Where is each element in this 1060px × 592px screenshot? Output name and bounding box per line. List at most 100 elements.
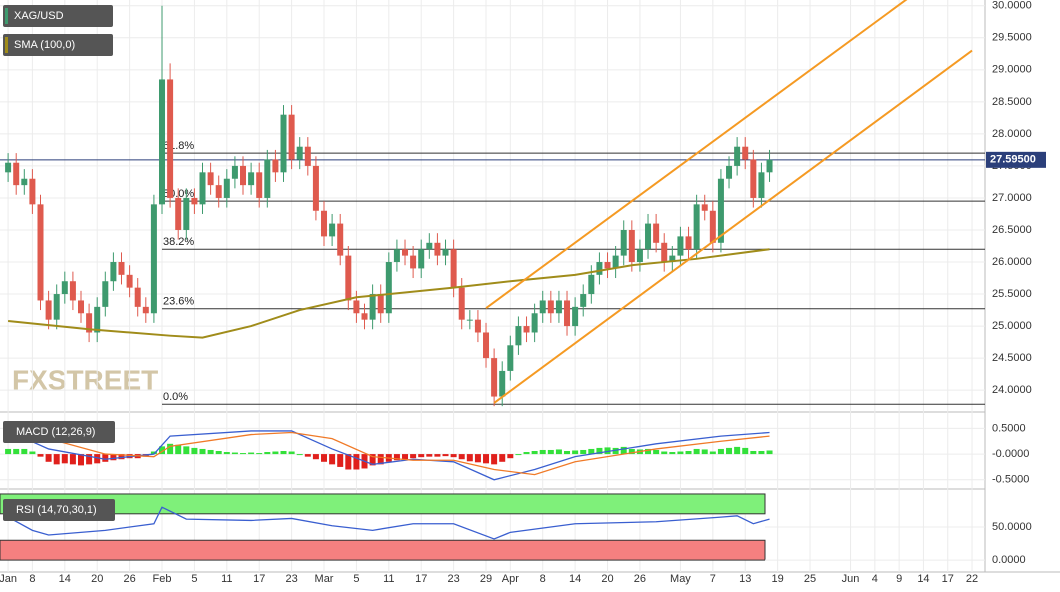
x-tick-label: 13 [739,573,751,585]
candle-body [256,172,263,198]
legend-label: XAG/USD [14,10,64,22]
macd-histogram-bar [369,454,376,466]
candle-body [159,79,166,205]
x-tick-label: 20 [601,573,613,585]
candle-body [677,236,684,256]
macd-histogram-bar [572,450,579,455]
macd-histogram-bar [717,448,724,455]
candle-body [531,313,538,333]
y-tick-label: 24.0000 [992,384,1032,396]
candle-body [296,146,303,160]
x-tick-label: 5 [353,573,359,585]
macd-histogram-bar [547,449,554,455]
candle-body [645,223,652,250]
x-tick-label: 8 [540,573,546,585]
fib-label: 38.2% [163,236,194,248]
macd-histogram-bar [353,454,360,470]
macd-histogram-bar [742,447,749,455]
macd-histogram-bar [207,449,214,455]
candle-body [345,255,352,301]
candle-body [742,146,749,160]
y-tick-label: 28.5000 [992,96,1032,108]
candle-body [636,249,643,263]
macd-histogram-bar [110,454,117,461]
candle-body [231,165,238,179]
macd-histogram-bar [321,454,328,462]
y-tick-label: 27.0000 [992,192,1032,204]
macd-histogram-bar [337,454,344,467]
candle-body [734,146,741,166]
legend-box [3,499,115,521]
legend-label: MACD (12,26,9) [16,426,95,438]
candle-body [547,300,554,314]
candle-body [118,262,125,275]
macd-histogram-bar [701,449,708,455]
x-tick-label: Jan [0,573,17,585]
macd-histogram-bar [669,452,676,455]
candle-body [426,242,433,250]
rsi-band [0,493,766,515]
macd-histogram-bar [69,454,76,465]
candle-body [321,210,328,237]
candle-body [717,178,724,243]
legend-label: RSI (14,70,30,1) [16,504,97,516]
candle-body [612,255,619,269]
last-price-label: 27.59500 [990,154,1036,166]
candle-body [766,159,773,173]
y-tick-label: 29.0000 [992,64,1032,76]
macd-histogram-bar [13,448,20,455]
x-tick-label: 26 [634,573,646,585]
macd-histogram-bar [402,454,409,460]
macd-histogram-bar [215,451,222,455]
macd-histogram-bar [491,454,498,465]
channel-line [485,0,908,309]
candle-body [353,300,360,314]
candle-body [272,159,279,173]
macd-histogram-bar [29,451,36,455]
candle-body [620,229,627,256]
candle-body [78,300,85,314]
macd-histogram-bar [280,451,287,455]
last-price-box [986,151,1046,168]
macd-histogram-bar [645,448,652,455]
macd-histogram-bar [515,454,522,456]
candle-body [466,319,473,321]
x-tick-label: 25 [804,573,816,585]
macd-histogram-bar [458,454,465,460]
candle-body [329,223,336,237]
macd-histogram-bar [264,452,271,455]
candle-body [5,162,12,173]
x-tick-label: 22 [966,573,978,585]
legend-box [3,34,113,56]
candle-body [264,159,271,198]
legend-label: SMA (100,0) [14,39,75,51]
channel-line [493,49,973,404]
macd-histogram-bar [734,446,741,455]
candle-body [515,326,522,346]
sma-line [7,248,770,339]
macd-histogram-bar [466,454,473,462]
x-tick-label: 14 [917,573,929,585]
macd-histogram-bar [86,454,93,465]
macd-histogram-bar [248,452,255,455]
macd-histogram-bar [410,454,417,459]
candle-body [685,236,692,250]
candle-body [709,210,716,243]
x-tick-label: 14 [59,573,71,585]
macd-histogram-bar [159,446,166,455]
x-tick-label: 17 [415,573,427,585]
candle-body [45,300,52,320]
candle-body [207,172,214,186]
y-tick-label: 24.5000 [992,352,1032,364]
macd-histogram-bar [418,454,425,458]
macd-histogram-bar [604,447,611,455]
y-tick-label: -0.0000 [992,448,1029,460]
y-tick-label: 28.0000 [992,128,1032,140]
candle-body [483,332,490,359]
candle-body [240,165,247,186]
y-tick-label: 0.5000 [992,422,1026,434]
macd-histogram-bar [628,448,635,455]
macd-histogram-bar [231,452,238,455]
macd-histogram-bar [653,449,660,455]
candle-body [555,300,562,314]
